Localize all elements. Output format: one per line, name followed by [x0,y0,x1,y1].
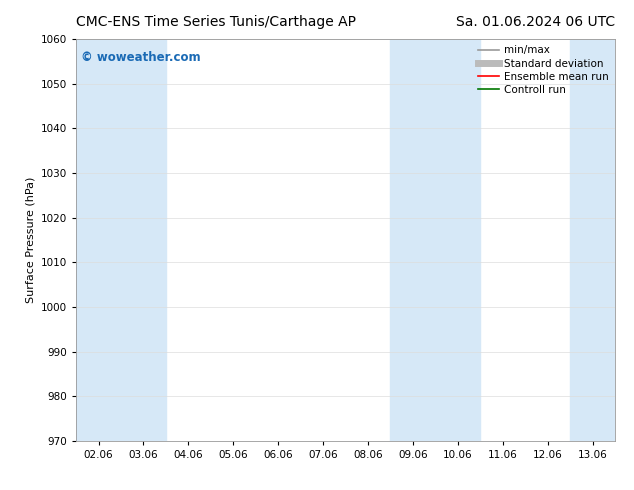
Legend: min/max, Standard deviation, Ensemble mean run, Controll run: min/max, Standard deviation, Ensemble me… [474,41,613,99]
Text: © woweather.com: © woweather.com [81,51,201,64]
Bar [615,39,634,441]
Bar [391,39,436,441]
Bar [570,39,615,441]
Bar [121,39,166,441]
Y-axis label: Surface Pressure (hPa): Surface Pressure (hPa) [25,177,36,303]
Bar [76,39,121,441]
Text: Sa. 01.06.2024 06 UTC: Sa. 01.06.2024 06 UTC [456,15,615,29]
Bar [436,39,481,441]
Text: CMC-ENS Time Series Tunis/Carthage AP: CMC-ENS Time Series Tunis/Carthage AP [76,15,356,29]
